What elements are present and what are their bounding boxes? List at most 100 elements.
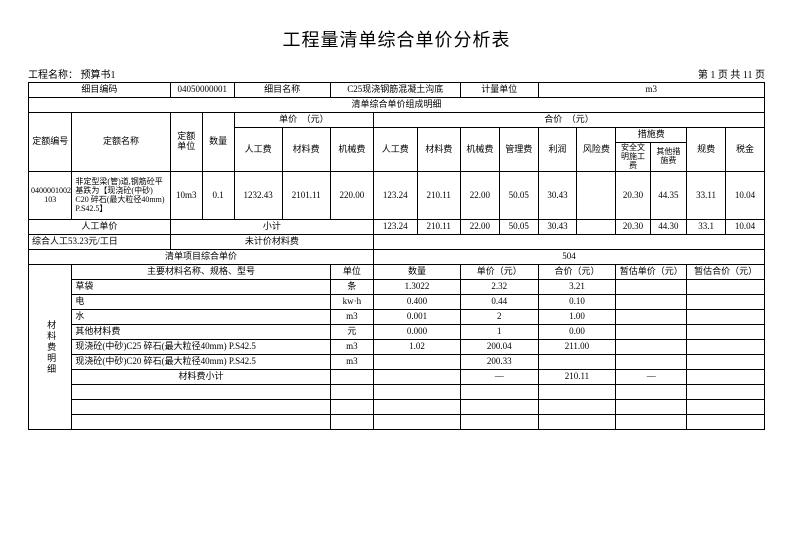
mat-row: 草袋条1.30222.323.21 [29,280,765,295]
m4-hj: 211.00 [538,340,616,355]
mat-sub-dash1: — [460,370,538,385]
mat-row: 现浇砼(中砂)C20 碎石(最大粒径40mm) P.S42.5m3200.33 [29,355,765,370]
item-name: C25现浇钢筋混凝土沟底 [330,83,460,98]
m1-dj: 0.44 [460,295,538,310]
item-code: 04050000001 [170,83,234,98]
mat-sub-hj: 210.11 [538,370,616,385]
m0-zghj [687,280,765,295]
col-dehao: 定额编号 [29,113,72,172]
mat-h-hj: 合价（元） [538,265,616,280]
mat-h-qty: 数量 [374,265,461,280]
hj-rgf: 人工费 [374,128,417,172]
m1-unit: kw·h [330,295,373,310]
header-row-1: 定额编号 定额名称 定额单位 数量 单价 （元） 合价 （元） [29,113,765,128]
hj-qtcs: 其他措施费 [650,143,687,172]
mat-row: 水m30.00121.00 [29,310,765,325]
cell-unit: 10m3 [170,172,202,220]
empty-row [29,385,765,400]
header-row: 工程名称： 预算书1 第 1 页 共 11 页 [28,66,765,81]
zh-left: 综合人工53.23元/工日 [29,235,171,250]
st-jxf: 22.00 [460,220,499,235]
m0-qty: 1.3022 [374,280,461,295]
m3-dj: 1 [460,325,538,340]
zhdj-value: 504 [374,250,765,265]
mat-sub-dash2: — [616,370,687,385]
m2-zgdj [616,310,687,325]
st-glf: 50.05 [499,220,538,235]
cell-qty: 0.1 [202,172,234,220]
cell-shuijin: 10.04 [726,172,765,220]
dj-rgf: 人工费 [234,128,282,172]
mat-h-zgdj: 暂估单价（元） [616,265,687,280]
dj-clf: 材料费 [282,128,330,172]
st-clf: 210.11 [417,220,460,235]
hj-glf: 管理费 [499,128,538,172]
st-qtcs: 44.30 [650,220,687,235]
m5-qty [374,355,461,370]
m3-zghj [687,325,765,340]
st-guifei: 33.1 [687,220,726,235]
mat-sub-c1 [330,370,373,385]
project-label: 工程名称： [28,70,78,81]
cell-fxf [577,172,616,220]
mat-sub-c2 [374,370,461,385]
mat-h-name: 主要材料名称、规格、型号 [72,265,330,280]
page-title: 工程量清单综合单价分析表 [28,26,765,52]
hj-fxf: 风险费 [577,128,616,172]
cell-code: 040000100255 103 [29,172,72,220]
mat-h-dj: 单价（元） [460,265,538,280]
m0-hj: 3.21 [538,280,616,295]
m4-zghj [687,340,765,355]
zh-row: 综合人工53.23元/工日 未计价材料费 [29,235,765,250]
col-qty: 数量 [202,113,234,172]
m3-qty: 0.000 [374,325,461,340]
dj-jxf: 机械费 [330,128,373,172]
cell-dj-clf: 2101.11 [282,172,330,220]
hj-shuijin: 税金 [726,128,765,172]
m2-dj: 2 [460,310,538,325]
subtotal-label2: 小计 [170,220,373,235]
page-indicator: 第 1 页 共 11 页 [698,66,765,81]
m3-name: 其他材料费 [72,325,330,340]
m2-zghj [687,310,765,325]
cell-aqwm: 20.30 [616,172,650,220]
hj-jxf: 机械费 [460,128,499,172]
zh-right [374,235,765,250]
m2-hj: 1.00 [538,310,616,325]
zh-mid: 未计价材料费 [170,235,373,250]
data-row: 040000100255 103 非定型梁(管)道,钢筋砼平基跌为【现浇砼(中砂… [29,172,765,220]
main-table: 细目编码 04050000001 细目名称 C25现浇钢筋混凝土沟底 计量单位 … [28,82,765,430]
mat-side: 材料费明细 [29,265,72,430]
mat-row: 其他材料费元0.00010.00 [29,325,765,340]
mat-sub-label: 材料费小计 [72,370,330,385]
st-lirun: 30.43 [538,220,577,235]
m0-name: 草袋 [72,280,330,295]
m1-zgdj [616,295,687,310]
mat-h-unit: 单位 [330,265,373,280]
mat-sub-c3 [687,370,765,385]
m5-name: 现浇砼(中砂)C20 碎石(最大粒径40mm) P.S42.5 [72,355,330,370]
m5-unit: m3 [330,355,373,370]
m4-dj: 200.04 [460,340,538,355]
project-name: 预算书1 [81,70,116,81]
m1-qty: 0.400 [374,295,461,310]
m2-name: 水 [72,310,330,325]
mat-h-zghj: 暂估合价（元） [687,265,765,280]
mat-row: 电kw·h0.4000.440.10 [29,295,765,310]
item-name-label: 细目名称 [234,83,330,98]
subtotal-row: 人工单价 小计 123.24 210.11 22.00 50.05 30.43 … [29,220,765,235]
mat-row: 现浇砼(中砂)C25 碎石(最大粒径40mm) P.S42.5m31.02200… [29,340,765,355]
hj-csf: 措施费 [616,128,687,143]
m0-zgdj [616,280,687,295]
section-header: 清单综合单价组成明细 [29,98,765,113]
st-aqwm: 20.30 [616,220,650,235]
hj-lirun: 利润 [538,128,577,172]
hj-guifei: 规费 [687,128,726,172]
m4-zgdj [616,340,687,355]
unit-label: 计量单位 [460,83,538,98]
cell-qtcs: 44.35 [650,172,687,220]
empty-row [29,400,765,415]
info-row: 细目编码 04050000001 细目名称 C25现浇钢筋混凝土沟底 计量单位 … [29,83,765,98]
zhdj-row: 清单项目综合单价 504 [29,250,765,265]
m4-name: 现浇砼(中砂)C25 碎石(最大粒径40mm) P.S42.5 [72,340,330,355]
